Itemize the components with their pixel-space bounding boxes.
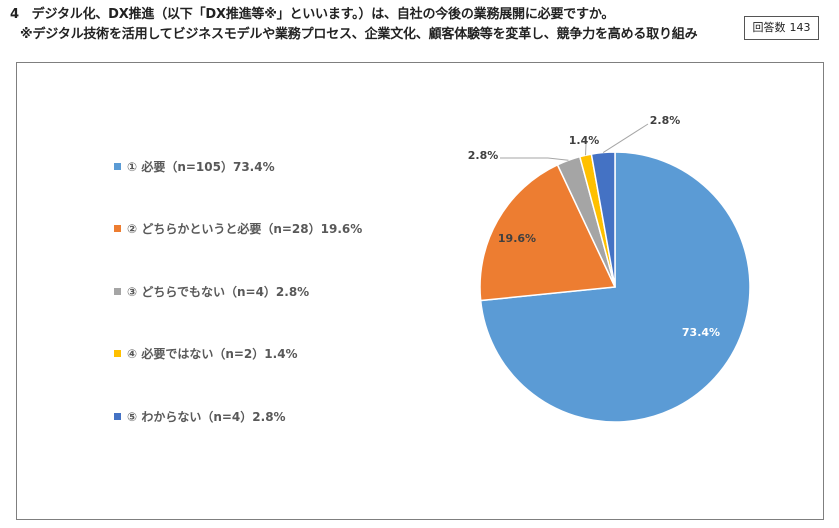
legend-item: ② どちらかというと必要（n=28）19.6%: [114, 220, 362, 237]
legend-label: ③ どちらでもない（n=4）2.8%: [127, 285, 310, 299]
chart-frame: [16, 62, 824, 520]
dx-definition-note: ※デジタル技術を活用してビジネスモデルや業務プロセス、企業文化、顧客体験等を変革…: [20, 27, 698, 42]
legend-swatch: [114, 225, 121, 232]
leader-line: [500, 157, 569, 161]
slice-data-label: 73.4%: [682, 326, 720, 339]
legend-label: ⑤ わからない（n=4）2.8%: [127, 410, 286, 424]
slice-data-label: 19.6%: [498, 232, 536, 245]
chart-legend: ① 必要（n=105）73.4% ② どちらかというと必要（n=28）19.6% ③…: [114, 0, 434, 528]
legend-item: ③ どちらでもない（n=4）2.8%: [114, 283, 309, 300]
legend-swatch: [114, 350, 121, 357]
pie-slice: [590, 151, 616, 288]
pie-slice: [479, 163, 617, 302]
respondents-count-box: 回答数 143: [744, 16, 819, 40]
question-title: 4 デジタル化、DX推進（以下「DX推進等※」といいます。）は、自社の今後の業務…: [10, 7, 615, 22]
legend-label: ① 必要（n=105）73.4%: [127, 160, 275, 174]
respondents-label: 回答数: [752, 21, 786, 34]
slice-data-label: 2.8%: [468, 149, 499, 162]
legend-label: ② どちらかというと必要（n=28）19.6%: [127, 222, 363, 236]
slice-data-label: 1.4%: [569, 134, 600, 147]
slice-data-label: 2.8%: [650, 114, 681, 127]
legend-swatch: [114, 413, 121, 420]
legend-item: ④ 必要ではない（n=2）1.4%: [114, 345, 298, 362]
legend-item: ⑤ わからない（n=4）2.8%: [114, 408, 286, 425]
respondents-count: 143: [789, 21, 811, 34]
leader-line: [602, 123, 649, 153]
legend-item: ① 必要（n=105）73.4%: [114, 158, 275, 175]
legend-swatch: [114, 163, 121, 170]
legend-label: ④ 必要ではない（n=2）1.4%: [127, 347, 298, 361]
legend-swatch: [114, 288, 121, 295]
